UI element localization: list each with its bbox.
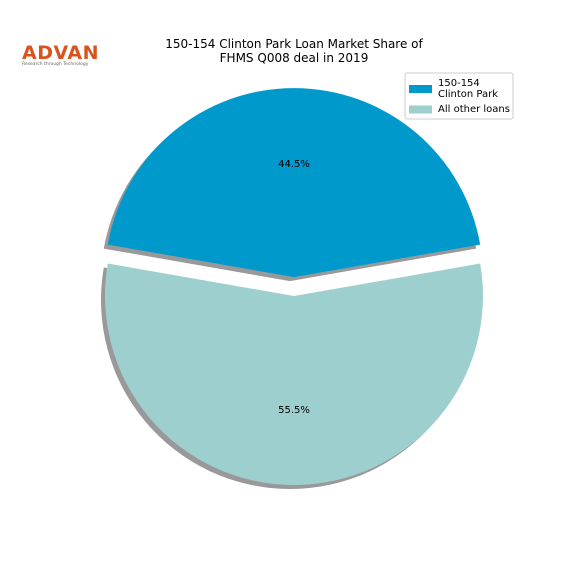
slice xyxy=(105,263,483,485)
chart-title: 150-154 Clinton Park Loan Market Share o… xyxy=(165,37,423,65)
slice-label: 44.5% xyxy=(278,159,310,170)
legend-label: All other loans xyxy=(438,104,510,115)
logo-name: ADVAN xyxy=(22,42,99,64)
legend-label: 150-154 Clinton Park xyxy=(438,78,498,100)
slice xyxy=(107,88,481,278)
legend-swatch xyxy=(409,85,432,93)
logo-tagline: Research through Technology xyxy=(22,61,89,67)
legend-swatch xyxy=(409,105,432,114)
slice-label: 55.5% xyxy=(278,405,310,416)
